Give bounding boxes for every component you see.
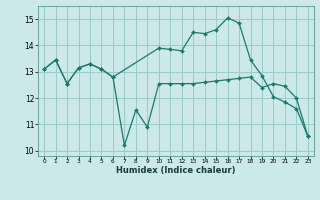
- X-axis label: Humidex (Indice chaleur): Humidex (Indice chaleur): [116, 166, 236, 175]
